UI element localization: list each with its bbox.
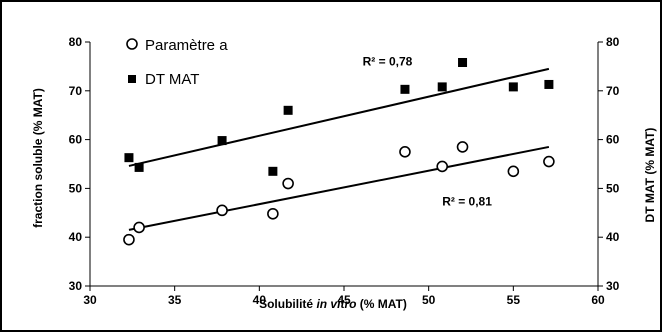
- y-tick-label-right: 50: [606, 181, 620, 195]
- point-dt-mat: [217, 136, 227, 146]
- point-parametre-a: [133, 221, 145, 234]
- y-axis-left-title: fraction soluble (% MAT): [31, 88, 45, 228]
- y-tick-label-right: 40: [606, 230, 620, 244]
- point-dt-mat: [124, 153, 134, 163]
- point-dt-mat: [134, 162, 144, 172]
- x-tick-label: 30: [83, 293, 97, 307]
- trendlines: [128, 67, 550, 231]
- point-parametre-a: [216, 204, 228, 217]
- y-tick-label-left: 80: [69, 35, 83, 49]
- point-parametre-a: [399, 146, 411, 158]
- data-markers: [123, 57, 555, 246]
- legend-item-dt-mat: DT MAT: [128, 71, 199, 88]
- point-dt-mat: [458, 57, 468, 67]
- r2-label-parametre-a: R² = 0,81: [442, 194, 492, 208]
- annotations: R² = 0,81 R² = 0,78: [363, 54, 493, 208]
- y-tick-label-left: 30: [69, 279, 83, 293]
- x-axis-title: Solubilité in vitro (% MAT): [259, 297, 407, 311]
- x-tick-label: 35: [168, 293, 182, 307]
- legend-label-dt-mat: DT MAT: [145, 71, 199, 88]
- legend: Paramètre a DT MAT: [126, 37, 228, 88]
- point-dt-mat: [283, 105, 293, 115]
- y-tick-label-right: 60: [606, 133, 620, 147]
- point-dt-mat: [544, 79, 554, 89]
- x-tick-label: 40: [253, 293, 267, 307]
- y-tick-label-left: 70: [69, 84, 83, 98]
- legend-label-parametre-a: Paramètre a: [145, 37, 228, 54]
- point-parametre-a: [123, 233, 135, 246]
- r2-label-dt-mat: R² = 0,78: [363, 54, 413, 68]
- trendline-parametre-a: [128, 145, 550, 231]
- legend-marker-circle: [126, 38, 138, 50]
- y-tick-label-right: 80: [606, 35, 620, 49]
- x-tick-label: 45: [337, 293, 351, 307]
- y-tick-label-left: 50: [69, 181, 83, 195]
- point-parametre-a: [282, 177, 294, 190]
- x-tick-label: 50: [422, 293, 436, 307]
- y-axis-right-title: DT MAT (% MAT): [643, 128, 657, 223]
- point-parametre-a: [267, 207, 279, 220]
- point-dt-mat: [437, 82, 447, 92]
- point-parametre-a: [456, 141, 469, 153]
- point-dt-mat: [508, 82, 518, 92]
- y-tick-label-left: 40: [69, 230, 83, 244]
- x-axis-title-italic: in vitro: [316, 297, 356, 311]
- point-parametre-a: [436, 160, 449, 173]
- legend-marker-square: [128, 75, 136, 83]
- point-dt-mat: [400, 84, 410, 94]
- y-tick-label-right: 30: [606, 279, 620, 293]
- y-tick-label-right: 70: [606, 84, 620, 98]
- point-dt-mat: [268, 166, 278, 176]
- x-tick-label: 60: [591, 293, 605, 307]
- x-axis-title-suffix: (% MAT): [356, 297, 406, 311]
- x-axis-title-prefix: Solubilité: [259, 297, 316, 311]
- point-parametre-a: [507, 165, 520, 178]
- x-tick-label: 55: [507, 293, 521, 307]
- trendline-dt-mat: [128, 67, 550, 167]
- legend-item-parametre-a: Paramètre a: [126, 37, 228, 54]
- point-parametre-a: [543, 155, 555, 168]
- y-tick-label-left: 60: [69, 133, 83, 147]
